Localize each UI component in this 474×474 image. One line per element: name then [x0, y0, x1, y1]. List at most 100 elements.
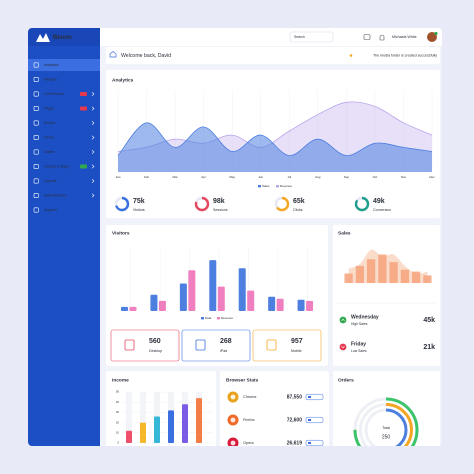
brand-name: Bloom: [53, 35, 72, 41]
device-label: Mobile: [291, 349, 302, 353]
sidebar-icon: [33, 91, 39, 97]
search-placeholder: Search: [294, 35, 305, 39]
sidebar-chevron: [91, 193, 95, 198]
panel-title: Browser Stats: [226, 377, 259, 383]
sidebar-item[interactable]: Forms: [44, 136, 54, 140]
avatar-status: [434, 31, 438, 36]
stat-value: 49k: [373, 198, 385, 205]
legend-swatch: [258, 185, 261, 188]
bar: [378, 254, 387, 283]
welcome-text: Welcome back, David: [121, 53, 171, 59]
sidebar-icon: [33, 62, 39, 68]
sidebar-chevron: [91, 120, 95, 126]
legend-swatch: [201, 317, 204, 320]
search-box[interactable]: [289, 31, 334, 43]
bar: [182, 404, 188, 443]
sidebar-chevron: [91, 135, 95, 140]
sales-value: 21k: [423, 344, 435, 351]
ring-progress: [274, 196, 290, 212]
notification-text: The media folder is created successfully: [373, 53, 437, 57]
legend-label: Revenue: [280, 184, 292, 188]
browser-badge: [305, 393, 324, 401]
avatar[interactable]: [427, 32, 437, 42]
sidebar-badge: [80, 106, 87, 111]
browser-icon-inner: [230, 394, 236, 400]
x-tick-label: Oct: [373, 175, 378, 179]
sales-label: High Sales: [351, 322, 368, 326]
sidebar-icon: [33, 178, 39, 184]
ring-progress: [114, 196, 130, 212]
legend-swatch: [217, 317, 220, 320]
sidebar-item[interactable]: Events: [44, 121, 55, 125]
sales-value: 45k: [423, 317, 435, 324]
bar: [129, 306, 137, 311]
orders-total: 250: [382, 434, 391, 440]
stat-value: 98k: [213, 198, 225, 205]
sales-arrow: [341, 345, 345, 349]
mail-icon[interactable]: [363, 34, 371, 40]
bar-track: [140, 392, 146, 443]
x-tick-label: Feb: [144, 175, 150, 179]
x-tick-label: Jan: [116, 175, 121, 179]
browser-name: Chrome: [243, 395, 257, 399]
bar: [389, 262, 398, 283]
bar: [268, 296, 276, 311]
device-value: 268: [220, 338, 232, 345]
sidebar-badge: [80, 164, 87, 169]
x-tick-label: Aug: [315, 175, 321, 179]
ring-progress: [194, 196, 210, 212]
browser-panel: [220, 371, 329, 446]
ring-segment: [359, 403, 413, 446]
bell-icon[interactable]: [379, 34, 385, 41]
panel-title: Orders: [338, 377, 354, 383]
legend-label: Revenue: [221, 316, 233, 320]
ring-progress: [354, 196, 370, 212]
browser-badge: [305, 416, 324, 424]
stat-value: 65k: [293, 198, 305, 205]
sidebar-item[interactable]: Widgets: [44, 78, 57, 82]
bar: [126, 430, 132, 443]
bar: [412, 271, 421, 283]
bar: [247, 290, 255, 311]
x-tick-label: Nov: [401, 175, 407, 179]
browser-badge-fill: [308, 396, 311, 398]
sales-icon: [339, 316, 347, 324]
browser-icon-inner: [230, 417, 236, 423]
panel-title: Analytics: [112, 77, 134, 83]
bar: [196, 398, 202, 443]
x-tick-label: Mar: [173, 175, 178, 179]
bar: [367, 259, 376, 283]
device-label: Desktop: [149, 349, 162, 353]
welcome-bar: [106, 47, 440, 64]
bar: [168, 410, 174, 443]
sidebar-item[interactable]: Support: [44, 208, 57, 212]
sidebar-active: [28, 59, 100, 71]
legend-swatch: [276, 185, 279, 188]
stat-value: 75k: [133, 198, 145, 205]
sidebar-icon: [33, 120, 39, 126]
bar-track: [126, 392, 132, 443]
sales-label: Low Sales: [351, 349, 367, 353]
sidebar-item[interactable]: Analytics: [44, 63, 59, 67]
ring-segment: [353, 397, 419, 446]
area-line: [117, 122, 433, 157]
sidebar-item[interactable]: Layouts: [44, 179, 57, 183]
notification-dot: [349, 54, 353, 57]
sidebar-item[interactable]: Graphs & Maps: [44, 165, 69, 169]
device-icon: [266, 339, 277, 351]
bar: [140, 422, 146, 443]
stat-label: Sessions: [213, 208, 228, 212]
device-value: 957: [291, 338, 303, 345]
bar: [276, 298, 284, 311]
sidebar-icon: [33, 149, 39, 155]
sidebar-item[interactable]: Tables: [44, 150, 55, 154]
browser-icon-inner: [230, 440, 236, 446]
sidebar-item[interactable]: Authentication: [44, 194, 67, 198]
x-tick-label: Dec: [429, 175, 435, 179]
sidebar-item[interactable]: UI Elements: [44, 92, 64, 96]
area-fill: [118, 122, 432, 172]
bar: [355, 265, 364, 283]
sidebar-item[interactable]: Pages: [44, 107, 54, 111]
bar: [154, 416, 160, 443]
